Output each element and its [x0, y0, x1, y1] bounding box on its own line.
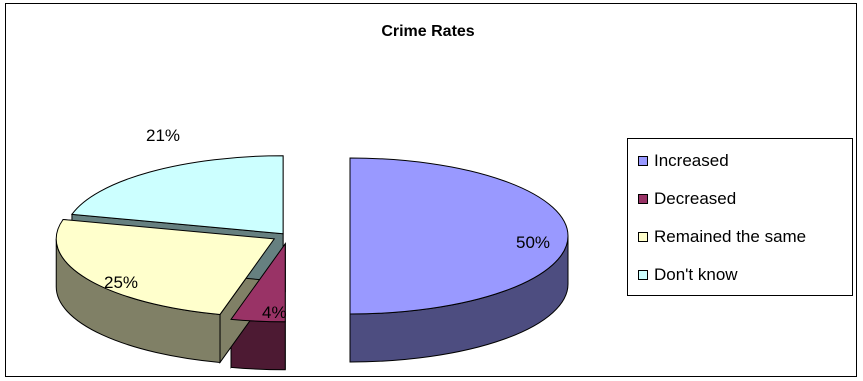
data-label-remained-the-same: 25%: [104, 273, 138, 292]
legend-item-increased: Increased: [638, 151, 729, 171]
legend-item-decreased: Decreased: [638, 189, 736, 209]
legend: Increased Decreased Remained the same Do…: [627, 138, 853, 296]
data-label-decreased: 4%: [262, 303, 287, 322]
chart-title: Crime Rates: [381, 23, 474, 40]
legend-swatch-remained-the-same: [638, 232, 648, 242]
legend-label-increased: Increased: [654, 151, 729, 170]
legend-label-remained-the-same: Remained the same: [654, 227, 807, 246]
pie-slice-remained-the-same: [55, 218, 276, 315]
legend-label-dont-know: Don't know: [654, 265, 738, 284]
legend-swatch-decreased: [638, 194, 648, 204]
legend-swatch-increased: [638, 156, 648, 166]
data-label-increased: 50%: [516, 233, 550, 252]
legend-item-remained-the-same: Remained the same: [638, 227, 806, 247]
legend-label-decreased: Decreased: [654, 189, 737, 208]
legend-item-dont-know: Don't know: [638, 265, 738, 285]
pie-slice-increased: [349, 157, 569, 315]
pie-slice-dont-know: [71, 155, 284, 235]
pie-plot: [55, 155, 569, 371]
pie-slice-decreased: [230, 242, 286, 323]
data-label-dont-know: 21%: [146, 126, 180, 145]
legend-swatch-dont-know: [638, 270, 648, 280]
